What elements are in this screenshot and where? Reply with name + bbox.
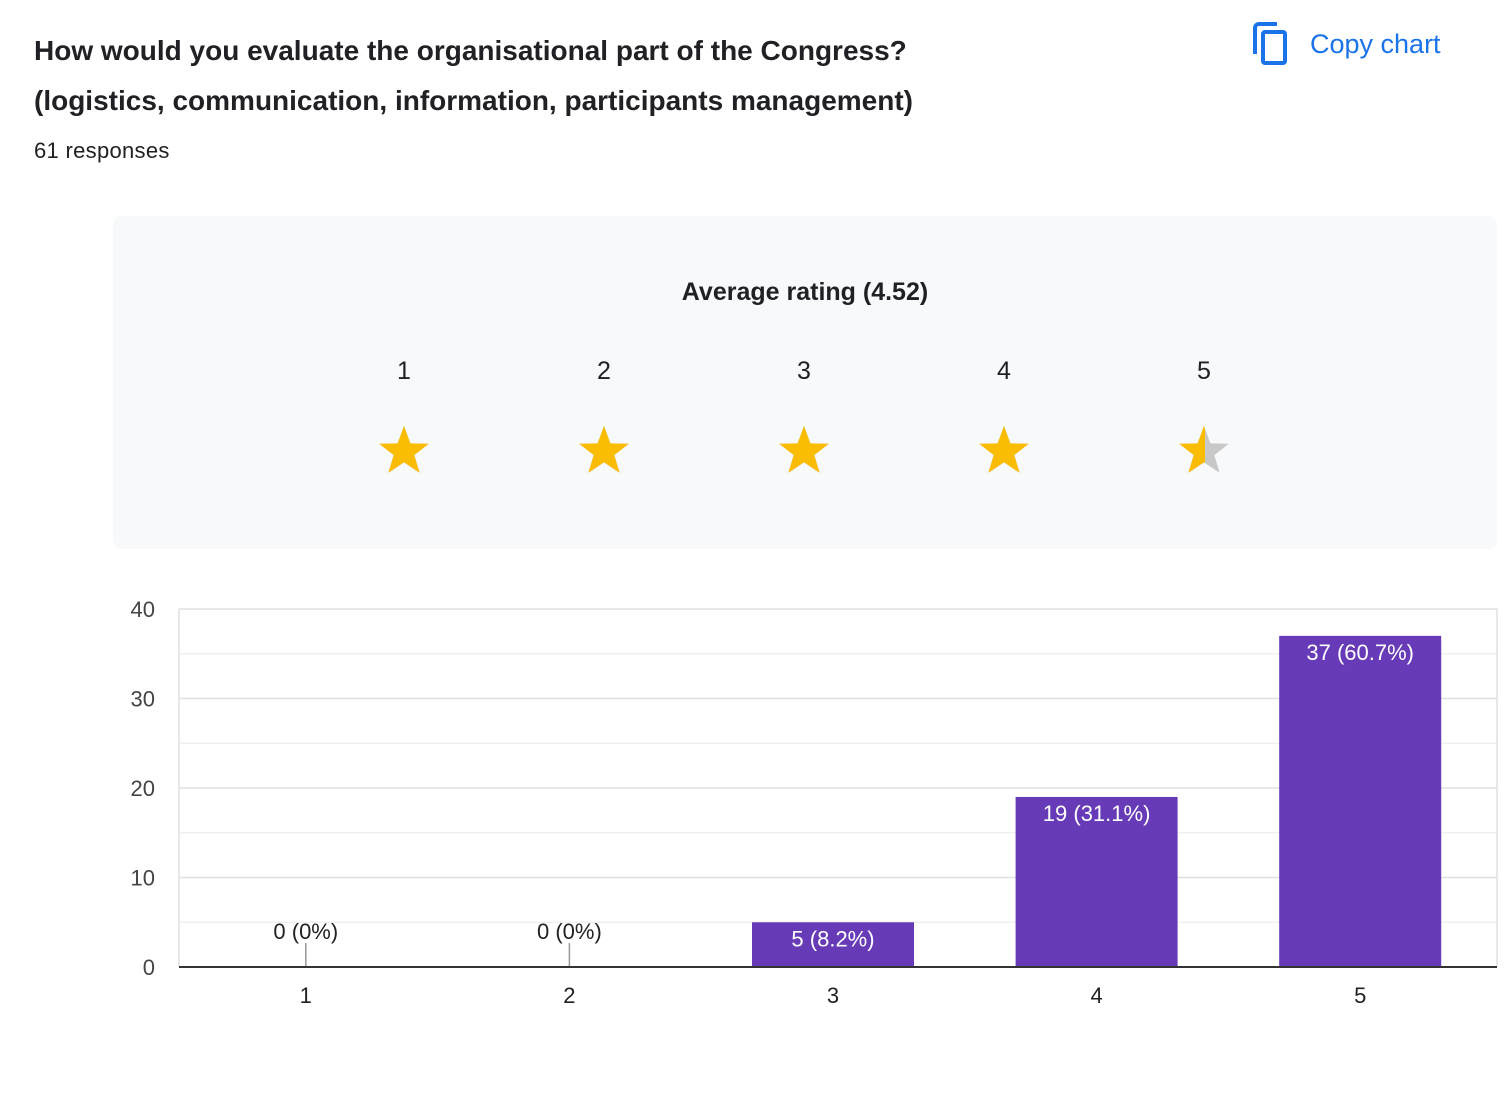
bar-data-label: 0 (0%) <box>537 919 602 944</box>
copy-icon <box>1252 22 1288 66</box>
y-tick-label: 10 <box>131 866 155 891</box>
x-tick-label: 5 <box>1354 983 1366 1008</box>
star-rating-5: 5 <box>1164 354 1244 481</box>
bar <box>1279 635 1442 967</box>
response-count: 61 responses <box>34 138 170 163</box>
star-rating-2: 2 <box>564 354 644 481</box>
star-icon <box>378 424 430 481</box>
x-tick-label: 2 <box>563 983 575 1008</box>
star-icon <box>978 424 1030 481</box>
star-icon <box>578 424 630 481</box>
y-tick-label: 40 <box>131 597 155 622</box>
copy-chart-button[interactable]: Copy chart <box>1252 20 1441 68</box>
question-title-line2: (logistics, communication, information, … <box>34 85 914 116</box>
bar-data-label: 19 (31.1%) <box>1043 801 1151 826</box>
star-rating-3: 3 <box>764 354 844 481</box>
question-title-line1: How would you evaluate the organisationa… <box>34 35 907 66</box>
bar-data-label: 5 (8.2%) <box>791 926 874 951</box>
bar-data-label: 37 (60.7%) <box>1306 640 1414 665</box>
y-tick-label: 0 <box>143 955 155 980</box>
x-tick-label: 3 <box>827 983 839 1008</box>
star-number-label: 1 <box>397 357 411 385</box>
bar <box>752 922 914 967</box>
copy-chart-label: Copy chart <box>1310 28 1441 59</box>
average-rating-label: Average rating (4.52) <box>681 278 929 306</box>
y-tick-label: 20 <box>131 776 155 801</box>
star-rating-4: 4 <box>964 354 1044 481</box>
y-tick-label: 30 <box>131 687 155 712</box>
bar-data-label: 0 (0%) <box>273 919 338 944</box>
star-number-label: 4 <box>997 357 1011 385</box>
star-icon <box>778 424 830 481</box>
x-tick-label: 4 <box>1090 983 1102 1008</box>
question-title: How would you evaluate the organisationa… <box>34 26 1174 126</box>
bar <box>1015 796 1178 967</box>
star-number-label: 3 <box>797 357 811 385</box>
average-rating-panel: Average rating (4.52) 1 2 3 4 5 <box>113 216 1497 549</box>
star-number-label: 2 <box>597 357 611 385</box>
x-tick-label: 1 <box>300 983 312 1008</box>
star-number-label: 5 <box>1197 357 1211 385</box>
star-rating-1: 1 <box>364 354 444 481</box>
star-icon <box>1178 424 1230 481</box>
bar-chart: 0 10 20 30 40 0 (0%) 1 0 (0%) 2 5 (8.2%) 3 19 (31.1… <box>131 597 1498 1008</box>
